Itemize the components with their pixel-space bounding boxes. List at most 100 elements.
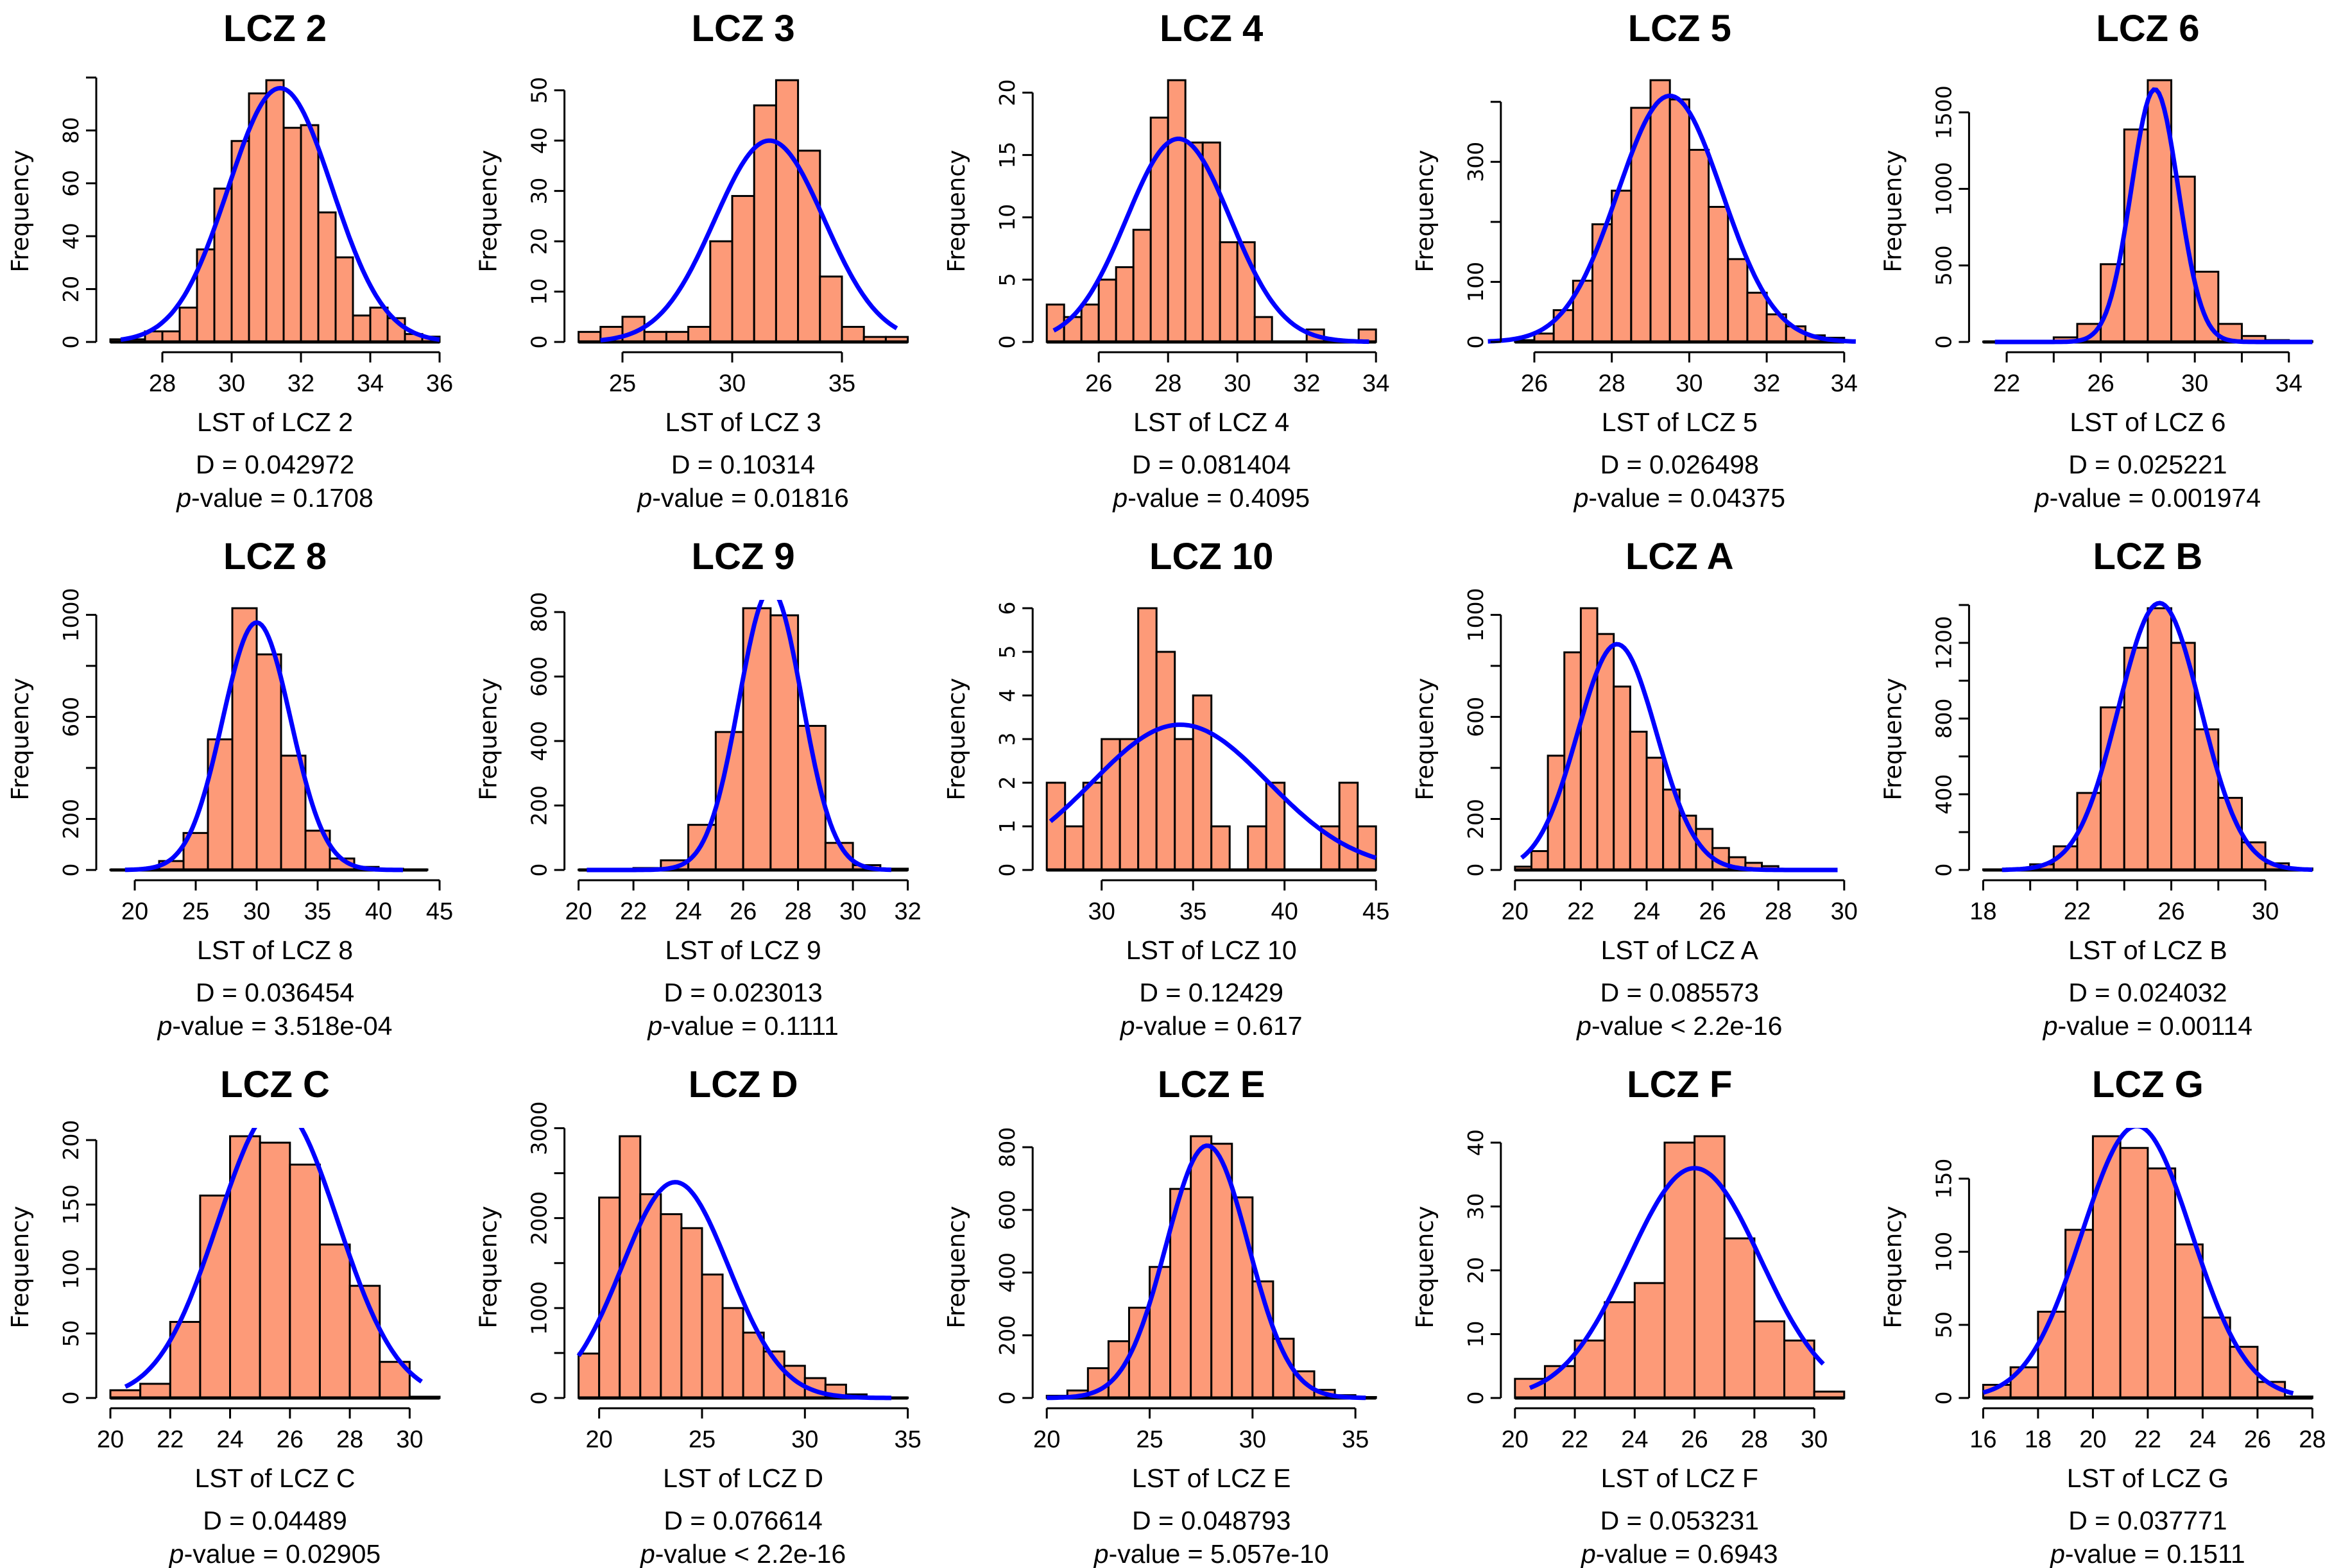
ks-p-value: p-value = 0.02905 <box>168 1539 381 1568</box>
histogram-bar <box>1563 651 1582 871</box>
y-tick-label: 0 <box>1463 336 1488 349</box>
x-tick-label: 30 <box>1239 1426 1266 1453</box>
ks-d-statistic: D = 0.085573 <box>1600 978 1759 1007</box>
x-tick-label: 24 <box>216 1426 243 1453</box>
normal-fit-curve <box>1049 722 1377 860</box>
y-axis-label: Frequency <box>6 1206 34 1328</box>
panel-title: LCZ G <box>2092 1064 2204 1105</box>
x-tick-label: 40 <box>1271 898 1298 925</box>
x-tick-label: 26 <box>730 898 757 925</box>
x-tick-label: 35 <box>304 898 331 925</box>
x-tick-label: 25 <box>1136 1426 1163 1453</box>
histogram-bar <box>255 653 282 871</box>
y-axis-label: Frequency <box>1879 1206 1907 1328</box>
histogram-panel: LCZ B 0 400 800 1200 Frequency 18 22 26 30 LST of … <box>1879 536 2313 1041</box>
p-symbol: p <box>168 1539 184 1568</box>
y-tick-label: 600 <box>1463 697 1488 737</box>
panel-title: LCZ C <box>220 1064 330 1105</box>
histogram-bar <box>1645 756 1665 871</box>
p-symbol: p <box>1573 483 1589 513</box>
histogram-bar <box>775 79 800 343</box>
ks-d-statistic: D = 0.04489 <box>203 1506 347 1535</box>
x-tick-label: 20 <box>97 1426 124 1453</box>
panel-title: LCZ 6 <box>2096 8 2199 49</box>
y-tick-label: 200 <box>58 799 83 839</box>
histogram-panel: LCZ C 0 50 100 150 200 Frequency 20 22 24 26 28 30 LS… <box>6 1064 441 1568</box>
ks-p-value: p-value = 0.1111 <box>646 1011 838 1041</box>
x-tick-label: 20 <box>121 898 148 925</box>
ks-p-value: p-value < 2.2e-16 <box>1575 1011 1782 1041</box>
y-tick-label: 40 <box>527 127 552 154</box>
histogram-bar <box>1210 1143 1233 1399</box>
y-axis-label: Frequency <box>6 149 34 272</box>
x-tick-label: 35 <box>828 370 855 397</box>
histogram-bar <box>2193 728 2220 871</box>
p-value-text: -value = 0.00114 <box>2058 1011 2253 1041</box>
x-tick-label: 20 <box>586 1426 613 1453</box>
histogram-bar <box>231 607 258 871</box>
histogram-bar <box>742 1331 765 1399</box>
histogram-bar <box>1231 1196 1254 1399</box>
y-tick-label: 50 <box>58 1320 83 1347</box>
y-axis-label: Frequency <box>943 677 970 800</box>
histogram-bar <box>2009 1366 2039 1399</box>
x-tick-label: 25 <box>609 370 636 397</box>
histogram-bar <box>1247 825 1267 871</box>
histogram-panel: LCZ 3 0 10 20 30 40 50 Frequency 25 30 35 LST of LC… <box>475 8 909 513</box>
histogram-panel: LCZ 4 0 5 10 15 20 Frequency 26 28 30 32 34 LST of L… <box>943 8 1389 513</box>
x-tick-label: 30 <box>1801 1426 1828 1453</box>
y-tick-label: 150 <box>58 1184 83 1225</box>
y-tick-label: 80 <box>58 117 83 144</box>
ks-d-statistic: D = 0.026498 <box>1600 450 1759 479</box>
x-tick-label: 30 <box>719 370 746 397</box>
histogram-bar <box>1694 1135 1726 1399</box>
x-tick-label: 26 <box>277 1426 304 1453</box>
ks-p-value: p-value = 0.6943 <box>1580 1539 1778 1568</box>
y-tick-label: 50 <box>1931 1311 1956 1338</box>
y-tick-label: 5 <box>995 645 1020 659</box>
p-value-text: -value = 5.057e-10 <box>1109 1539 1329 1568</box>
p-symbol: p <box>2042 1011 2058 1041</box>
p-value-text: -value = 0.617 <box>1135 1011 1303 1041</box>
x-axis-label: LST of LCZ E <box>1132 1463 1291 1493</box>
x-tick-label: 26 <box>1521 370 1548 397</box>
p-symbol: p <box>636 483 652 513</box>
y-tick-label: 0 <box>58 1392 83 1405</box>
y-axis-label: Frequency <box>943 1206 970 1328</box>
histogram-bar <box>280 754 307 871</box>
y-tick-label: 30 <box>527 178 552 205</box>
y-tick-label: 3000 <box>527 1102 552 1155</box>
x-tick-label: 34 <box>2276 370 2302 397</box>
histogram-bar <box>709 240 733 343</box>
histogram-bar <box>1155 651 1176 871</box>
y-tick-label: 300 <box>1463 142 1488 182</box>
y-tick-label: 10 <box>995 204 1020 231</box>
ks-p-value: p-value = 3.518e-04 <box>157 1011 393 1041</box>
histogram-bar <box>348 1284 381 1399</box>
histogram-bar <box>352 314 372 343</box>
panel-title: LCZ 4 <box>1160 8 1263 49</box>
y-tick-label: 200 <box>527 785 552 826</box>
x-tick-label: 25 <box>182 898 209 925</box>
ks-d-statistic: D = 0.12429 <box>1139 978 1283 1007</box>
x-axis-label: LST of LCZ D <box>663 1463 823 1493</box>
y-tick-label: 0 <box>995 336 1020 349</box>
x-tick-label: 16 <box>1969 1426 1996 1453</box>
y-axis-label: Frequency <box>6 677 34 800</box>
y-tick-label: 0 <box>1931 336 1956 349</box>
histogram-bar <box>1688 149 1710 343</box>
y-tick-label: 1200 <box>1931 616 1956 670</box>
y-tick-label: 600 <box>995 1189 1020 1230</box>
x-tick-label: 26 <box>2244 1426 2271 1453</box>
ks-p-value: p-value = 0.1511 <box>2049 1539 2245 1568</box>
panel-title: LCZ 9 <box>692 536 795 577</box>
histogram-panel: LCZ 5 0 100 300 Frequency 26 28 30 32 34 LST of LC… <box>1411 8 1858 513</box>
y-tick-label: 0 <box>1463 864 1488 877</box>
x-axis-label: LST of LCZ 5 <box>1602 407 1758 437</box>
x-tick-label: 34 <box>1831 370 1858 397</box>
histogram-bar <box>1064 825 1085 871</box>
p-symbol: p <box>1580 1539 1596 1568</box>
histogram-bar <box>1219 241 1239 343</box>
histogram-bar <box>1530 850 1549 871</box>
histogram-bar <box>2119 1146 2149 1399</box>
